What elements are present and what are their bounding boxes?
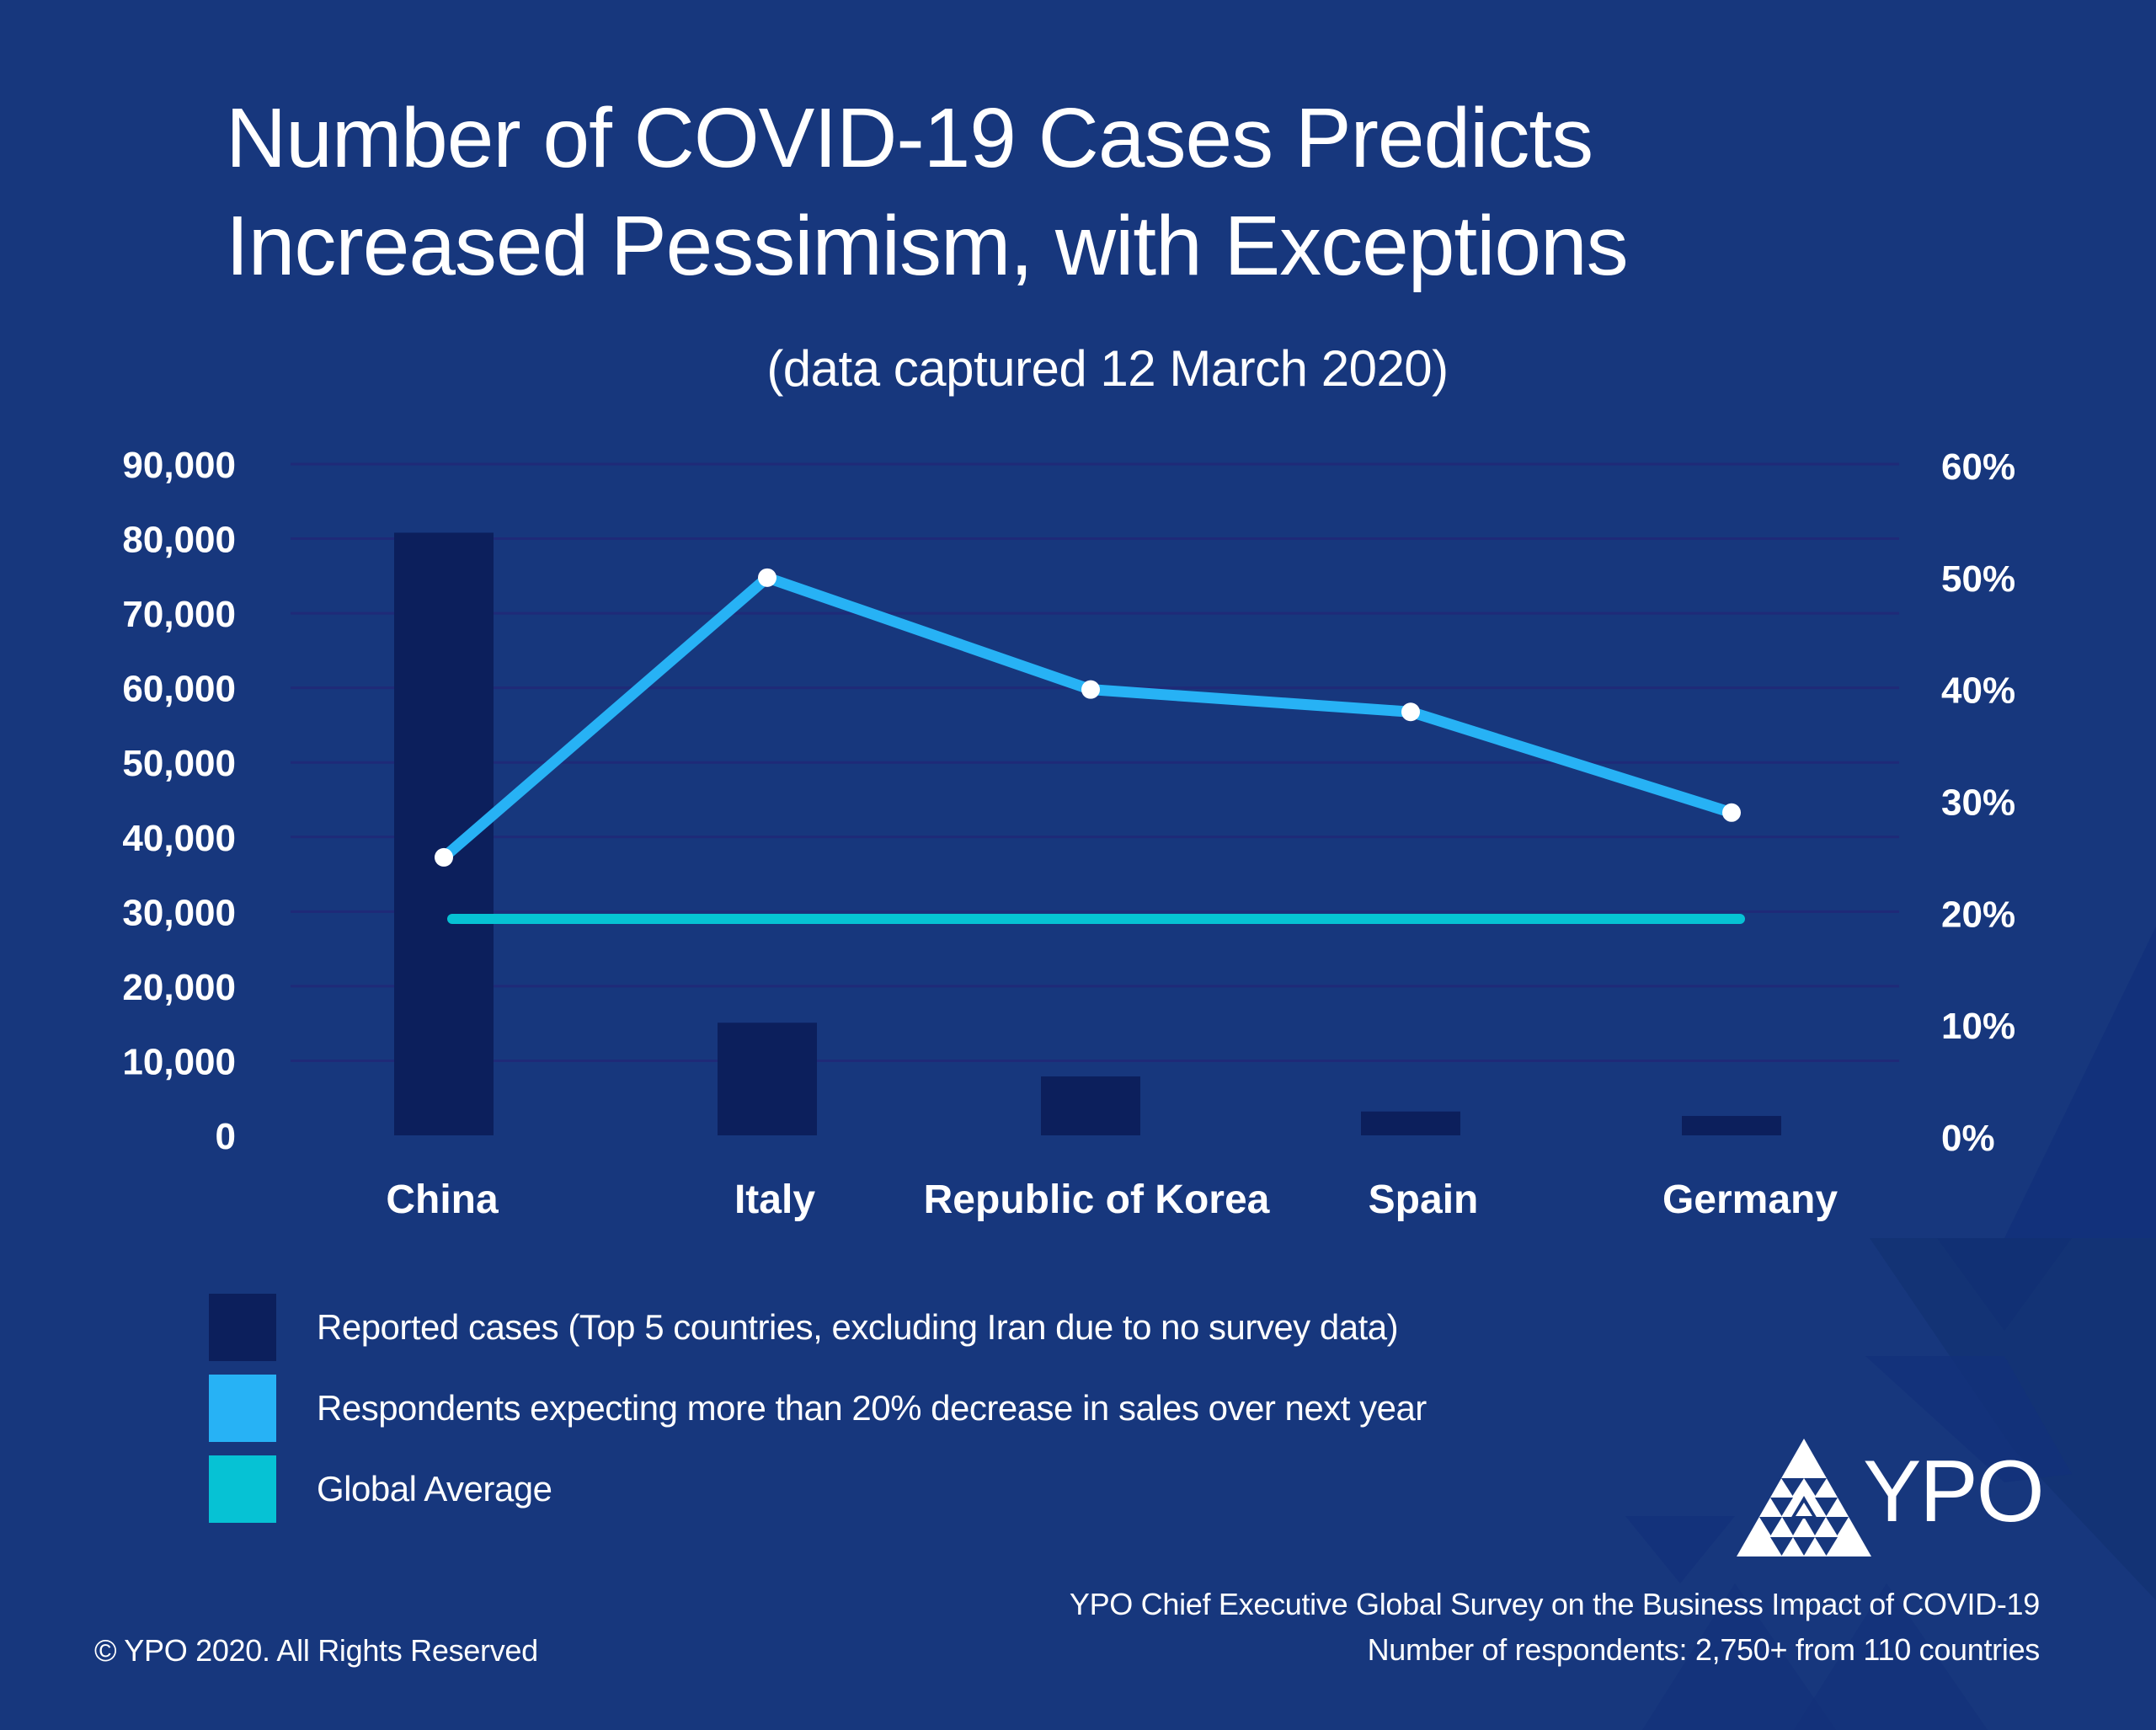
legend-label: Global Average [317,1469,552,1508]
bar-italy [718,1023,817,1135]
category-label: Spain [1369,1177,1479,1222]
legend-label: Respondents expecting more than 20% decr… [317,1388,1427,1428]
legend-swatch-bar [209,1294,276,1361]
left-axis-ticks: 0 10,000 20,000 30,000 40,000 50,000 60,000 70,… [122,445,236,1157]
source-line-1: YPO Chief Executive Global Survey on the… [1069,1587,2040,1621]
decor-triangle [1642,1583,1836,1730]
left-axis-tick-label: 60,000 [122,669,236,710]
category-label: Republic of Korea [924,1177,1270,1222]
ypo-logo: YPO [1737,1439,2048,1556]
data-point-germany [1722,803,1741,822]
legend-label: Reported cases (Top 5 countries, excludi… [317,1307,1399,1347]
data-point-china [435,847,453,867]
copyright: © YPO 2020. All Rights Reserved [94,1633,538,1668]
right-axis-tick-label: 60% [1941,446,2015,488]
category-label: Germany [1662,1177,1838,1222]
bar-spain [1361,1111,1460,1135]
category-axis-labels: China Italy Republic of Korea Spain Germany [386,1177,1838,1222]
data-point-republic-of-korea [1081,680,1100,699]
left-axis-tick-label: 20,000 [122,967,236,1008]
left-axis-tick-label: 40,000 [122,818,236,859]
chart-title: Number of COVID-19 Cases Predicts Increa… [226,84,1629,300]
left-axis-tick-label: 90,000 [122,445,236,486]
decor-triangle [1625,1516,1735,1583]
legend-swatch-average [209,1455,276,1523]
left-axis-tick-label: 50,000 [122,743,236,784]
bar-germany [1682,1115,1781,1135]
right-axis-tick-label: 20% [1941,894,2015,935]
decor-triangle [2004,926,2156,1238]
bar-series-reported-cases [394,532,1781,1135]
right-axis-ticks: 0% 10% 20% 30% 40% 50% 60% [1941,446,2015,1159]
gridlines [291,462,1899,1062]
category-label: Italy [734,1177,815,1222]
title-line-1: Number of COVID-19 Cases Predicts [226,91,1593,185]
line-series-respondents [435,568,1741,867]
ypo-logo-text: YPO [1863,1443,2045,1540]
title-line-2: Increased Pessimism, with Exceptions [226,199,1629,293]
decor-triangle [1865,1356,2072,1482]
source-line-2: Number of respondents: 2,750+ from 110 c… [1367,1632,2041,1667]
right-axis-tick-label: 10% [1941,1006,2015,1047]
source-note: YPO Chief Executive Global Survey on the… [1070,1582,2040,1673]
decor-triangle [1794,1583,1988,1730]
respondents-line [438,572,1737,863]
left-axis-tick-label: 0 [216,1116,236,1157]
bar-republic-of-korea [1041,1076,1140,1135]
right-axis-tick-label: 50% [1941,558,2015,600]
right-axis-tick-label: 30% [1941,782,2015,824]
left-axis-tick-label: 30,000 [122,892,236,933]
category-label: China [386,1177,499,1222]
legend-swatch-line [209,1375,276,1442]
chart-subtitle: (data captured 12 March 2020) [766,340,1449,397]
left-axis-tick-label: 10,000 [122,1041,236,1082]
data-point-italy [758,568,776,587]
data-point-spain [1401,702,1420,722]
right-axis-tick-label: 40% [1941,670,2015,712]
ypo-triangle-logo-icon [1737,1439,1871,1556]
left-axis-tick-label: 80,000 [122,520,236,561]
left-axis-tick-label: 70,000 [122,594,236,635]
right-axis-tick-label: 0% [1941,1118,1995,1159]
